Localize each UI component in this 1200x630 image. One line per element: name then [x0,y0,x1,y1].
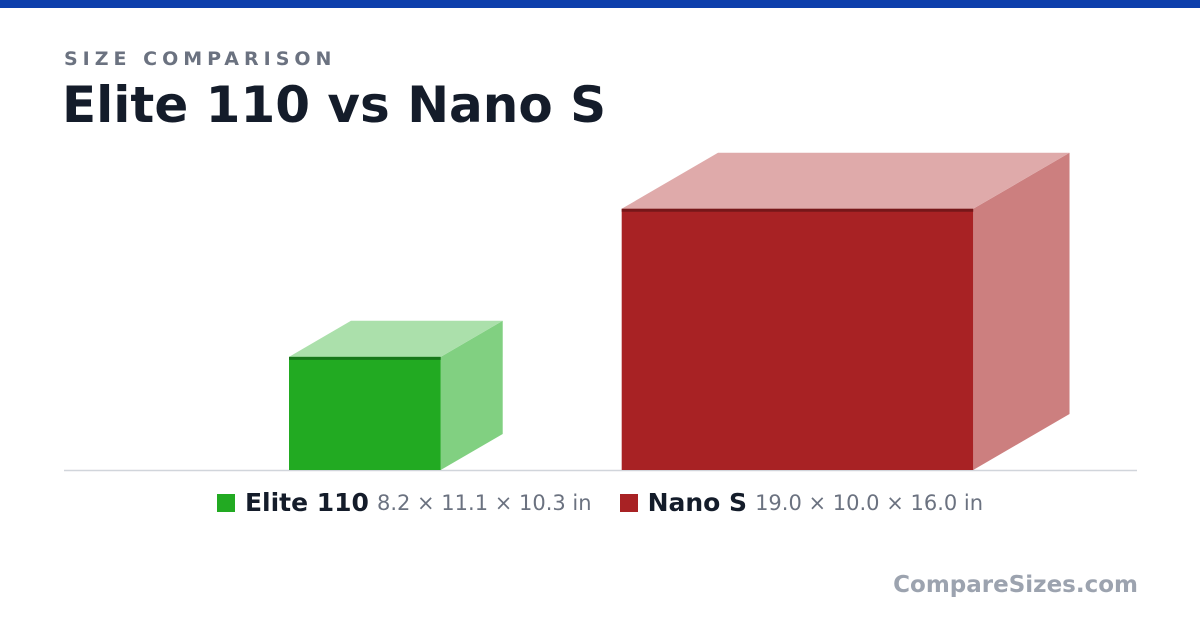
legend-dimensions: 19.0 × 10.0 × 16.0 in [755,490,984,515]
top-accent-bar [0,0,1200,8]
legend-swatch-elite-110 [216,493,235,512]
legend-name: Nano S [647,488,748,517]
site-watermark: CompareSizes.com [893,572,1138,598]
chart-legend: Elite 110 8.2 × 11.1 × 10.3 in Nano S 19… [0,488,1200,517]
box-top-face [289,320,503,357]
box-nano-s [621,152,1070,470]
box-front-face [621,208,974,470]
box-front-face [289,356,441,470]
legend-item-nano-s: Nano S 19.0 × 10.0 × 16.0 in [619,488,984,517]
legend-item-elite-110: Elite 110 8.2 × 11.1 × 10.3 in [216,488,592,517]
legend-swatch-nano-s [619,493,638,512]
legend-dimensions: 8.2 × 11.1 × 10.3 in [376,490,592,515]
page-title: Elite 110 vs Nano S [62,76,607,134]
box-top-face [621,152,1070,209]
legend-name: Elite 110 [244,488,369,517]
box-elite-110 [289,320,503,470]
box-side-face [440,320,503,470]
eyebrow-label: SIZE COMPARISON [64,48,337,70]
box-side-face [973,152,1070,470]
